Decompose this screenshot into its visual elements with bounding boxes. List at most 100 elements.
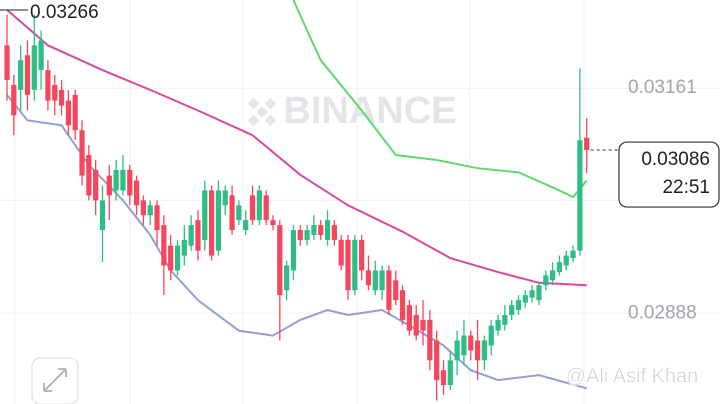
candle-body xyxy=(4,45,10,80)
countdown-label: 22:51 xyxy=(662,177,710,198)
candle-body xyxy=(570,250,576,259)
candle-body xyxy=(168,245,174,271)
candle-body xyxy=(318,225,324,235)
candle-body xyxy=(229,195,235,231)
candle-body xyxy=(440,370,447,386)
candle-body xyxy=(133,180,140,206)
candle-body xyxy=(120,169,126,191)
watermark-logo xyxy=(247,97,277,127)
candle-body xyxy=(502,314,508,325)
candle-body xyxy=(379,270,385,291)
candle-body xyxy=(495,319,501,331)
candle-body xyxy=(31,45,37,90)
candle-body xyxy=(215,190,222,251)
candle-body xyxy=(461,335,467,356)
candle-body xyxy=(372,270,378,291)
y-tick-label: 0.02888 xyxy=(628,302,697,323)
candle-body xyxy=(447,360,453,386)
candle-body xyxy=(147,205,153,216)
candle-body xyxy=(181,239,187,256)
candle-body xyxy=(515,300,522,311)
candle-body xyxy=(345,239,351,291)
candle-body xyxy=(65,100,71,126)
candle-body xyxy=(243,220,249,231)
candle-body xyxy=(93,169,99,201)
plot xyxy=(4,0,590,401)
watermark-text: BINANCE xyxy=(283,90,456,132)
expand-button[interactable] xyxy=(31,357,79,404)
candle-body xyxy=(52,84,58,101)
candle-body xyxy=(195,220,201,251)
candle-body xyxy=(11,84,17,116)
candle-body xyxy=(338,239,344,266)
candle-body xyxy=(18,60,24,90)
candle-body xyxy=(38,40,44,71)
candle-body xyxy=(79,130,85,176)
candle-body xyxy=(222,190,228,206)
candle-body xyxy=(509,305,515,315)
candle-body xyxy=(584,137,590,151)
candle-body xyxy=(161,225,167,266)
last-price-box xyxy=(618,141,720,208)
expand-icon xyxy=(43,368,67,392)
candle-body xyxy=(263,195,269,221)
candle-body xyxy=(236,205,242,221)
candle-body xyxy=(174,245,181,271)
watermark: BINANCE xyxy=(247,90,457,132)
candle-body xyxy=(365,270,372,286)
candle-body xyxy=(284,265,290,291)
candle-body xyxy=(290,230,297,271)
candle-body xyxy=(154,205,160,231)
candle-body xyxy=(113,169,119,191)
candle-body xyxy=(202,190,208,240)
candle-body xyxy=(304,230,310,240)
candle-body xyxy=(468,335,474,351)
candle-body xyxy=(413,314,419,336)
candle-body xyxy=(188,225,194,246)
candle-body xyxy=(474,340,481,361)
candle-body xyxy=(249,195,256,221)
candle-body xyxy=(393,280,399,301)
moving-average-line xyxy=(6,94,587,390)
y-tick-label: 0.03161 xyxy=(628,77,697,98)
candle-body xyxy=(536,285,542,301)
candle-body xyxy=(127,169,133,196)
candle-body xyxy=(481,340,487,361)
candle-body xyxy=(86,155,92,196)
candle-body xyxy=(543,275,549,286)
candle-body xyxy=(359,239,365,271)
candle-body xyxy=(420,319,426,331)
credit: @Ali Asif Khan xyxy=(566,365,699,387)
candle-body xyxy=(106,175,112,196)
candle-body xyxy=(577,140,583,251)
candle-body xyxy=(427,319,433,361)
candle-body xyxy=(454,340,460,361)
candle-body xyxy=(72,94,78,131)
candle-body xyxy=(311,225,317,235)
candle-body xyxy=(529,290,535,298)
candle-body xyxy=(270,220,276,226)
candle-body xyxy=(331,225,337,240)
candle-body xyxy=(522,295,528,303)
candle-body xyxy=(256,190,262,221)
candle-body xyxy=(277,225,283,296)
moving-average-line xyxy=(6,9,587,287)
candle-body xyxy=(140,200,146,216)
candle-body xyxy=(399,290,406,320)
candle-body xyxy=(297,230,303,240)
candle-body xyxy=(434,340,440,381)
candle-body xyxy=(324,220,331,240)
candle-body xyxy=(563,255,569,266)
candle-body xyxy=(99,200,106,231)
candle-body xyxy=(209,190,215,256)
max-price-label: 0.03266 xyxy=(30,2,99,23)
candle-body xyxy=(58,89,65,106)
annotations: 0.03266 0.03086 22:51 xyxy=(0,2,720,208)
moving-average-line xyxy=(292,0,588,199)
candle-body xyxy=(24,55,31,95)
last-price-label: 0.03086 xyxy=(641,149,710,170)
candle-body xyxy=(45,70,51,101)
